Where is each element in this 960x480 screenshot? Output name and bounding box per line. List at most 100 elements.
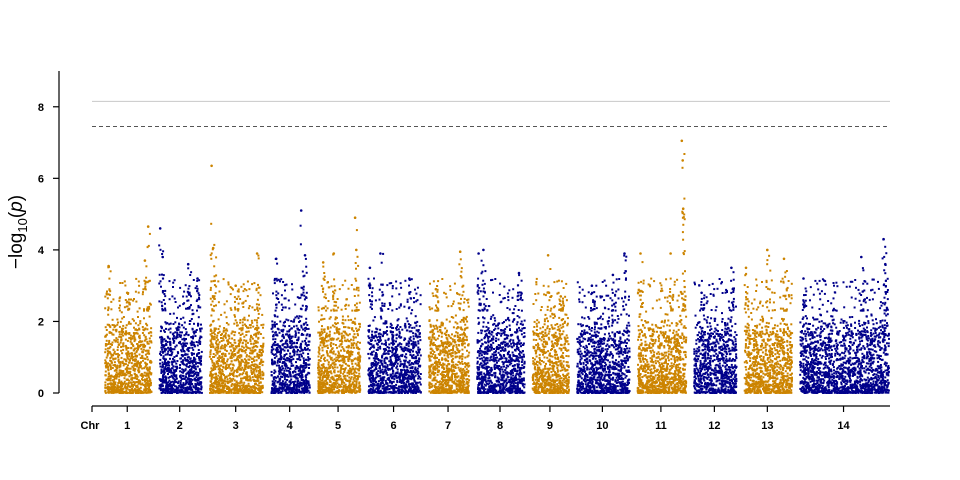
data-point	[285, 365, 288, 368]
data-point	[245, 389, 248, 392]
data-point	[328, 286, 331, 289]
data-point	[185, 363, 188, 366]
data-point	[198, 357, 201, 360]
data-point	[198, 358, 201, 361]
data-point	[136, 329, 139, 332]
data-point	[188, 360, 191, 363]
data-point	[159, 378, 162, 381]
data-point	[189, 387, 192, 390]
data-point	[167, 388, 170, 391]
data-point	[198, 337, 201, 340]
data-point	[230, 384, 233, 387]
data-point	[129, 385, 132, 388]
data-point	[188, 307, 191, 310]
data-point	[321, 349, 324, 352]
data-point	[220, 360, 223, 363]
data-point	[185, 338, 187, 340]
data-point	[150, 327, 153, 330]
data-point	[217, 318, 220, 321]
data-point	[136, 360, 139, 363]
data-point	[324, 305, 327, 308]
data-point	[131, 387, 134, 390]
data-point	[122, 348, 125, 351]
data-point	[241, 327, 244, 330]
data-point	[136, 354, 138, 357]
data-point	[105, 378, 108, 381]
data-point	[194, 384, 197, 387]
data-point	[296, 350, 299, 353]
data-point	[160, 378, 163, 381]
data-point	[196, 354, 198, 357]
data-point	[166, 364, 169, 367]
data-point	[195, 329, 198, 331]
data-point	[196, 309, 198, 312]
data-point	[126, 356, 129, 359]
data-point	[257, 291, 260, 294]
data-point	[347, 360, 350, 362]
data-point	[332, 295, 335, 298]
data-point	[318, 366, 321, 369]
data-point	[133, 373, 136, 376]
data-point	[132, 368, 135, 371]
data-point	[127, 347, 130, 349]
data-point	[197, 389, 200, 392]
data-point	[187, 391, 190, 394]
data-point	[355, 302, 358, 305]
data-point	[323, 317, 326, 320]
data-point	[104, 348, 107, 351]
data-point	[291, 283, 293, 286]
data-point	[240, 350, 243, 353]
data-point	[141, 326, 144, 328]
data-point	[129, 381, 132, 384]
data-point	[328, 379, 331, 382]
data-point	[181, 360, 184, 363]
data-point	[317, 361, 320, 364]
data-point	[127, 372, 130, 375]
data-point	[167, 372, 169, 375]
peak-point	[255, 252, 259, 255]
data-point	[242, 385, 245, 388]
data-point	[178, 391, 181, 394]
data-point	[251, 351, 254, 354]
data-point	[323, 372, 326, 375]
data-point	[283, 355, 286, 358]
data-point	[249, 338, 252, 341]
data-point	[148, 376, 150, 379]
data-point	[125, 330, 128, 333]
data-point	[118, 333, 121, 336]
data-point	[174, 390, 177, 393]
data-point	[176, 336, 179, 339]
data-point	[247, 388, 250, 391]
data-point	[341, 321, 344, 324]
data-point	[242, 372, 245, 375]
data-point	[186, 356, 189, 359]
data-point	[332, 290, 334, 293]
data-point	[259, 388, 262, 391]
data-point	[109, 368, 112, 371]
data-point	[276, 346, 279, 349]
data-point	[165, 390, 168, 393]
data-point	[397, 318, 400, 321]
data-point	[292, 371, 294, 374]
data-point	[149, 303, 152, 306]
data-point	[283, 378, 286, 381]
data-point	[287, 319, 290, 322]
data-point	[341, 318, 344, 321]
data-point	[261, 364, 264, 367]
data-point	[177, 352, 180, 355]
data-point	[116, 364, 119, 367]
data-point	[330, 385, 333, 388]
data-point	[137, 291, 140, 294]
data-point	[215, 340, 218, 343]
data-point	[176, 386, 178, 389]
data-point	[321, 338, 323, 341]
data-point	[238, 382, 241, 385]
data-point	[354, 336, 357, 339]
data-point	[117, 382, 120, 384]
data-point	[135, 386, 138, 389]
data-point	[158, 273, 161, 276]
data-point	[274, 341, 276, 343]
data-point	[117, 355, 120, 358]
data-point	[124, 284, 127, 287]
